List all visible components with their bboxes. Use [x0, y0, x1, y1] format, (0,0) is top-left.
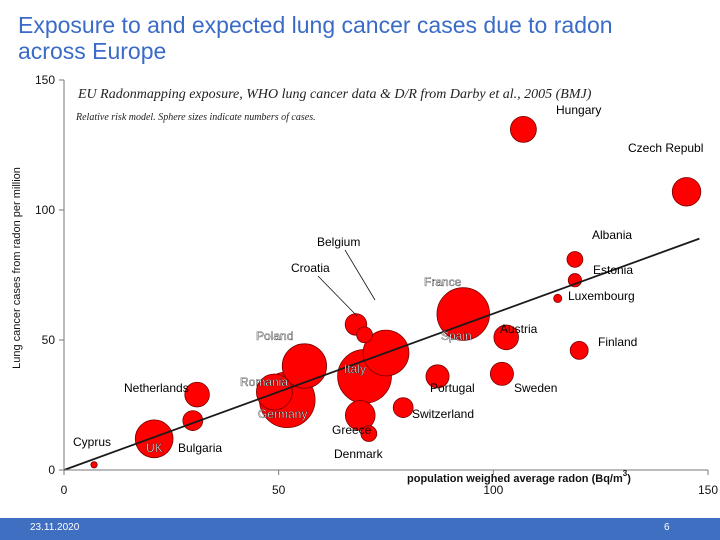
label-germany: Germany — [258, 407, 307, 421]
bubble-france — [436, 287, 490, 341]
y-tick-label: 150 — [35, 73, 55, 87]
footer-date: 23.11.2020 — [30, 522, 80, 533]
bubble-austria — [493, 324, 519, 351]
bubble-romania — [256, 373, 293, 411]
label-denmark: Denmark — [334, 447, 384, 461]
label-czech-republ: Czech Republ — [628, 141, 703, 155]
label-cyprus: Cyprus — [73, 435, 111, 449]
bubble-chart: 0 50 100 150 0 50 100 150 Hungary Czech Republ Al… — [11, 73, 718, 497]
chart-subtitle: Relative risk model. Sphere sizes indica… — [75, 112, 316, 123]
y-tick-label: 50 — [42, 333, 56, 347]
label-greece: Greece — [332, 423, 372, 437]
bubble-switzerland — [392, 397, 414, 418]
bubble-uk — [134, 419, 174, 459]
slide-title: Exposure to and expected lung cancer cas… — [18, 12, 613, 64]
bubble-czech-republ — [671, 177, 702, 207]
trend-line — [63, 237, 700, 471]
bubble-luxembourg — [553, 293, 563, 303]
bubble-sweden — [489, 361, 514, 386]
bubble-portugal — [425, 364, 450, 389]
y-tick-label: 0 — [48, 463, 55, 477]
leader-line-belgium — [344, 249, 376, 301]
label-switzerland: Switzerland — [412, 407, 474, 421]
label-croatia: Croatia — [291, 261, 330, 275]
x-tick-label: 0 — [61, 483, 68, 497]
label-uk: UK — [146, 441, 163, 455]
label-estonia: Estonia — [593, 263, 633, 277]
footer-bar — [0, 518, 720, 540]
label-sweden: Sweden — [514, 381, 557, 395]
bubble-finland — [569, 340, 589, 360]
bubble-albania — [566, 251, 584, 268]
label-belgium: Belgium — [317, 235, 360, 249]
x-tick-label: 50 — [272, 483, 286, 497]
label-finland: Finland — [598, 335, 637, 349]
label-italy: Italy — [344, 362, 366, 376]
x-axis-label: population weighed average radon (Bq/m3) — [407, 469, 631, 485]
label-poland: Poland — [256, 329, 293, 343]
bubble-greece — [344, 400, 376, 431]
bubble-hungary — [509, 115, 537, 143]
label-hungary: Hungary — [556, 103, 601, 117]
bubble-netherlands — [184, 381, 210, 408]
bubble-labels: Hungary Czech Republ Albania Estonia Luxembo… — [73, 103, 703, 461]
label-albania: Albania — [592, 228, 632, 242]
axes: 0 50 100 150 0 50 100 150 — [35, 73, 718, 497]
label-spain: Spain — [441, 329, 472, 343]
label-france: France — [424, 275, 462, 289]
bubble-layer — [90, 115, 702, 469]
x-axis-label-end: ) — [627, 473, 631, 485]
label-portugal: Portugal — [430, 381, 475, 395]
label-netherlands: Netherlands — [124, 381, 189, 395]
x-axis-label-superscript: 3 — [623, 469, 628, 478]
page-number: 6 — [664, 522, 670, 533]
chart-title: EU Radonmapping exposure, WHO lung cance… — [77, 87, 592, 102]
bubble-croatia — [356, 326, 373, 344]
x-tick-label: 100 — [483, 483, 503, 497]
x-tick-label: 150 — [698, 483, 718, 497]
x-axis-label-text: population weighed average radon (Bq/m — [407, 473, 623, 485]
label-romania: Romania — [240, 375, 288, 389]
label-austria: Austria — [500, 322, 538, 336]
label-bulgaria: Bulgaria — [178, 441, 222, 455]
bubble-poland — [281, 343, 327, 389]
y-tick-label: 100 — [35, 203, 55, 217]
y-axis-label: Lung cancer cases from radon per million — [11, 167, 23, 369]
label-luxembourg: Luxembourg — [568, 289, 635, 303]
bubble-denmark — [360, 425, 378, 442]
leader-line-croatia — [317, 275, 358, 317]
bubble-cyprus — [90, 461, 98, 469]
